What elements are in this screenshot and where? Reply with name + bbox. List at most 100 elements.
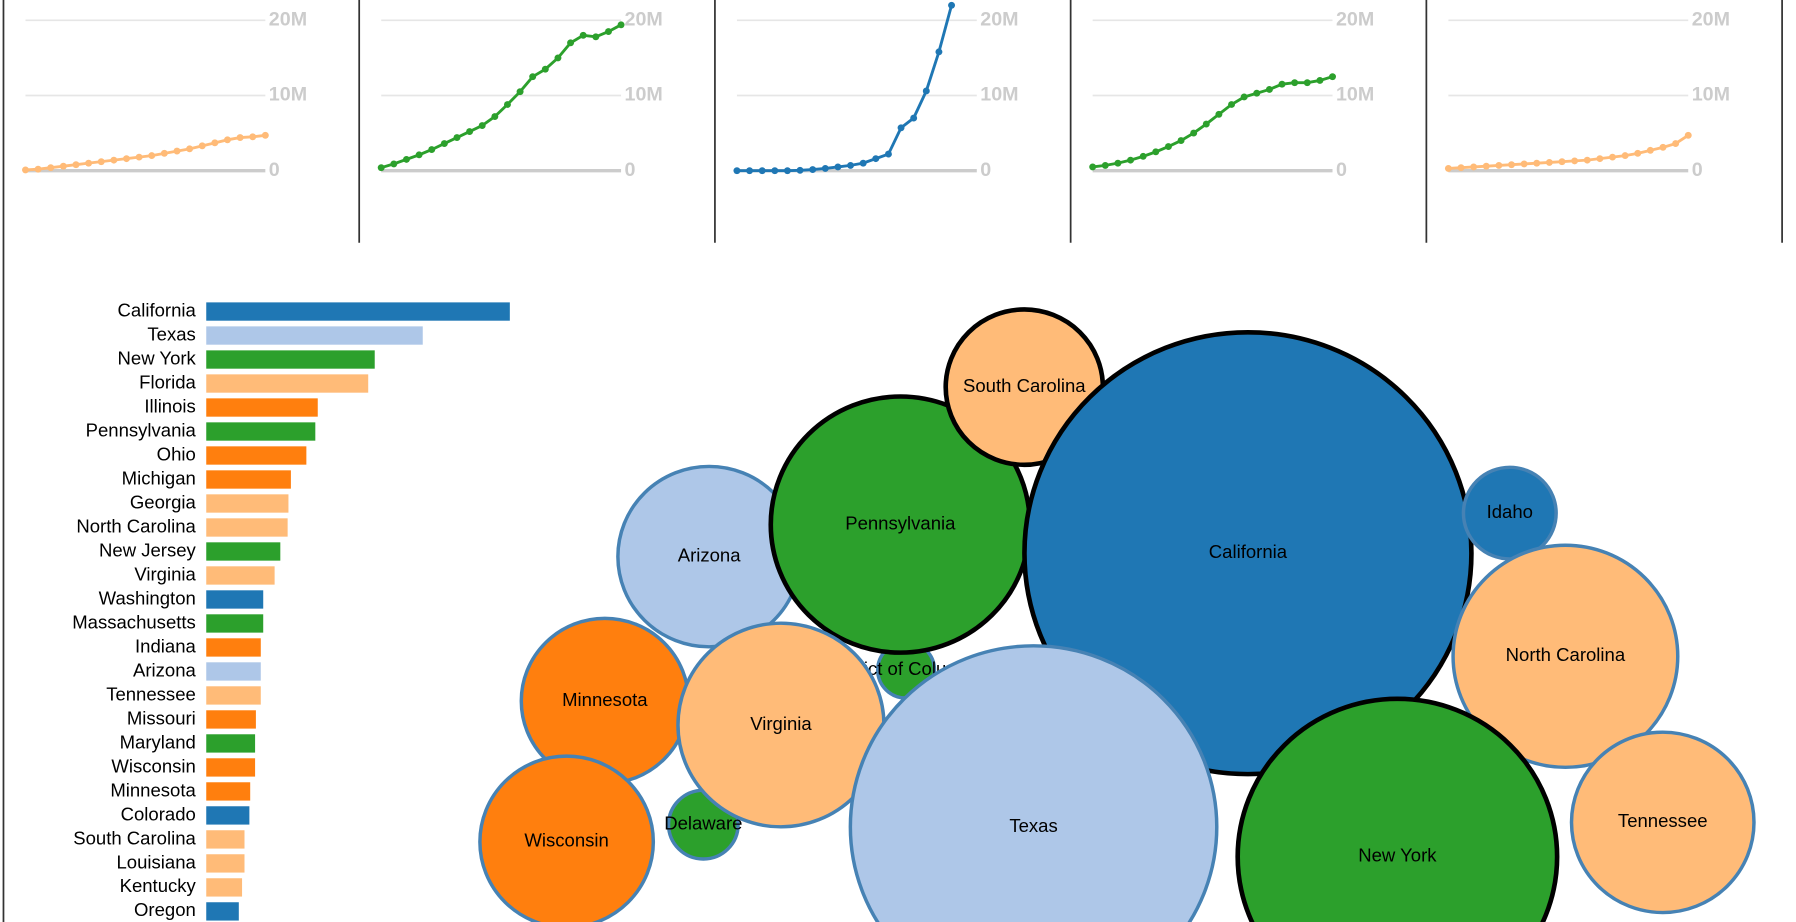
bar: [206, 542, 281, 561]
bar: [206, 422, 316, 441]
bar: [206, 374, 369, 393]
bar-label: California: [118, 299, 197, 320]
line-panel: [22, 19, 269, 174]
data-point: [897, 124, 905, 132]
data-point: [1291, 79, 1299, 87]
data-point: [1545, 158, 1553, 166]
data-point: [34, 165, 42, 173]
data-point: [123, 155, 130, 163]
bubble-label: Wisconsin: [524, 830, 608, 851]
data-point: [1316, 77, 1324, 84]
y-tick-label: 20M: [980, 9, 1018, 31]
bubble: [1569, 730, 1756, 915]
bar: [206, 758, 256, 777]
bar-label: New York: [118, 347, 197, 368]
data-point: [85, 159, 93, 167]
data-point: [910, 114, 918, 122]
data-point: [834, 163, 842, 171]
data-point: [223, 136, 231, 144]
data-point: [198, 142, 206, 150]
data-point: [160, 149, 168, 157]
data-point: [1303, 79, 1311, 87]
bubble-label: Arizona: [678, 545, 742, 566]
data-point: [1164, 143, 1172, 151]
bar: [206, 470, 291, 489]
bubble-label: Virginia: [750, 713, 812, 734]
data-point: [1495, 161, 1503, 169]
data-point: [1621, 152, 1629, 160]
bar-label: Pennsylvania: [86, 419, 197, 440]
data-point: [1508, 161, 1515, 169]
data-point: [1596, 155, 1604, 163]
data-point: [402, 155, 410, 163]
y-tick-label: 20M: [625, 9, 663, 31]
data-point: [783, 167, 791, 175]
bubble-label: Delaware: [664, 813, 742, 834]
bar-label: Indiana: [135, 635, 197, 656]
bar: [206, 734, 256, 753]
data-point: [135, 153, 143, 161]
bar-label: Georgia: [130, 491, 197, 512]
bar: [206, 902, 239, 921]
data-point: [1520, 160, 1528, 168]
bar-label: Massachusetts: [72, 611, 196, 632]
bar: [206, 638, 261, 657]
data-point: [1177, 137, 1185, 145]
bubble-label: North Carolina: [1506, 644, 1626, 665]
data-point: [503, 101, 511, 108]
data-point: [72, 161, 80, 169]
data-point: [567, 39, 575, 47]
bar-label: Wisconsin: [111, 755, 195, 776]
y-tick-label: 0: [980, 159, 991, 181]
data-point: [1240, 93, 1248, 101]
data-point: [1457, 164, 1465, 172]
data-point: [211, 139, 219, 147]
y-tick-label: 10M: [1336, 84, 1374, 106]
data-point: [47, 164, 55, 172]
y-tick-label: 20M: [1336, 9, 1374, 31]
bar: [206, 302, 510, 321]
data-point: [22, 166, 29, 174]
data-point: [1127, 156, 1135, 164]
line-panel: [733, 1, 977, 175]
bar-label: Oregon: [134, 899, 196, 920]
bar: [206, 590, 264, 609]
data-point: [1684, 131, 1692, 139]
bar: [206, 350, 375, 369]
line-panel: [1089, 19, 1336, 173]
data-point: [466, 128, 474, 135]
bar-label: Illinois: [144, 395, 195, 416]
bar: [206, 710, 256, 729]
data-point: [236, 134, 244, 142]
data-point: [97, 158, 105, 166]
bar-label: Tennessee: [106, 683, 196, 704]
bar-label: Michigan: [122, 467, 196, 488]
data-point: [529, 73, 537, 81]
data-point: [1278, 80, 1286, 88]
bar: [206, 446, 307, 465]
y-tick-label: 10M: [1692, 84, 1730, 106]
y-tick-label: 10M: [269, 84, 307, 106]
data-point: [1609, 153, 1616, 161]
bubble: [1022, 330, 1474, 777]
bar-label: Kentucky: [120, 875, 197, 896]
bubble-label: New York: [1358, 845, 1437, 866]
data-point: [1228, 101, 1236, 108]
data-point: [758, 167, 766, 175]
data-point: [1190, 129, 1198, 137]
data-point: [1558, 158, 1566, 166]
data-point: [249, 133, 257, 141]
data-point: [579, 31, 587, 39]
data-point: [173, 147, 181, 155]
data-point: [1672, 140, 1680, 148]
data-point: [1089, 163, 1097, 171]
data-point: [516, 88, 524, 96]
data-point: [809, 166, 817, 173]
data-point: [1571, 157, 1579, 165]
data-point: [1329, 73, 1336, 81]
data-point: [847, 161, 855, 169]
data-point: [859, 159, 867, 167]
data-point: [1659, 143, 1667, 151]
bar: [206, 830, 245, 849]
